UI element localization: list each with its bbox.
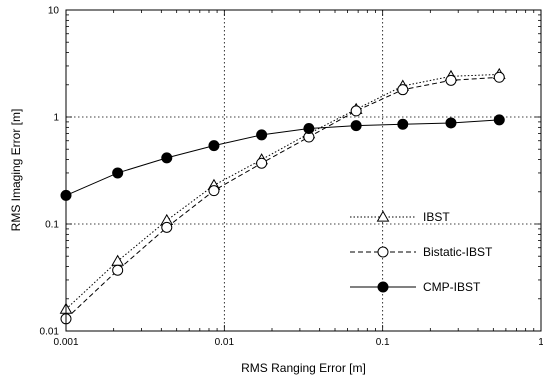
data-point-circle-filled [350, 120, 362, 132]
series-line [65, 119, 500, 196]
data-point-circle-open [397, 84, 409, 96]
data-point-circle-open [493, 71, 505, 83]
data-point-circle-open [112, 264, 124, 276]
data-point-circle-filled [112, 167, 124, 179]
legend: IBST Bistatic-IBST CMP-IBST [350, 210, 493, 294]
data-point-circle-filled [256, 129, 268, 141]
y-tick-label: 0.01 [40, 327, 60, 338]
series-line [65, 76, 500, 320]
series-group [59, 67, 506, 325]
data-point-circle-filled [208, 140, 220, 152]
data-point-circle-filled [377, 281, 389, 293]
series-cmp-ibst [60, 114, 505, 201]
x-tick-label: 1 [538, 337, 543, 348]
y-axis-title: RMS Imaging Error [m] [9, 109, 23, 232]
legend-label: IBST [423, 210, 450, 224]
data-point-circle-open [350, 105, 362, 117]
x-axis-title: RMS Ranging Error [m] [241, 361, 366, 375]
plot-frame [65, 9, 542, 332]
y-tick-label: 1 [53, 113, 59, 124]
y-tick-label: 0.1 [45, 220, 59, 231]
y-tick-label: 10 [48, 6, 60, 17]
legend-item: IBST [350, 210, 450, 224]
x-tick-label: 0.001 [53, 337, 78, 348]
x-tick-label: 0.01 [215, 337, 235, 348]
data-point-circle-open [445, 74, 457, 86]
data-point-circle-open [256, 157, 268, 169]
series-line [65, 73, 500, 310]
legend-label: Bistatic-IBST [423, 245, 493, 259]
legend-item: Bistatic-IBST [350, 245, 493, 259]
legend-item: CMP-IBST [350, 280, 481, 294]
x-tick-label: 0.1 [376, 337, 390, 348]
data-point-circle-open [377, 246, 389, 258]
data-point-circle-filled [493, 114, 505, 126]
grid-lines [66, 10, 541, 331]
legend-label: CMP-IBST [423, 280, 481, 294]
data-point-circle-filled [445, 117, 457, 129]
data-point-circle-filled [161, 152, 173, 164]
data-point-circle-filled [303, 123, 315, 135]
data-point-circle-open [161, 221, 173, 233]
data-point-circle-open [208, 185, 220, 197]
data-point-triangle [376, 210, 390, 222]
data-point-circle-filled [397, 118, 409, 130]
series-bistatic-ibst [60, 71, 505, 325]
